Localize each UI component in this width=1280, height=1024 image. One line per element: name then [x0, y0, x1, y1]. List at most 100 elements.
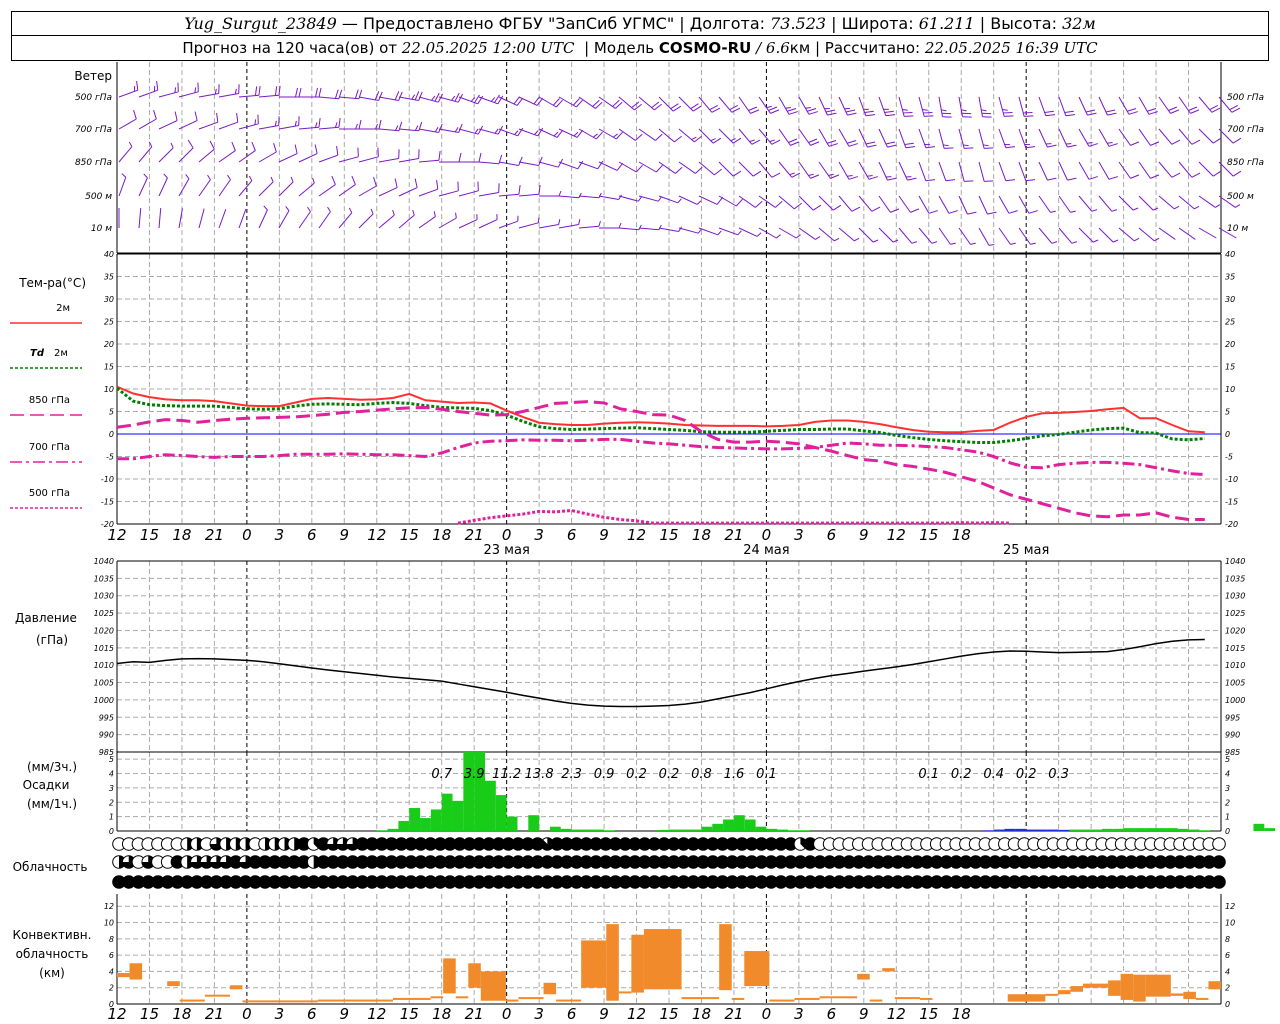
wind-barb	[1038, 161, 1057, 181]
wind-barb	[398, 149, 420, 163]
wind-barb-feather	[214, 88, 217, 95]
wind-barb	[898, 96, 914, 117]
cloud-fill	[346, 875, 359, 889]
wind-barb	[1178, 227, 1196, 240]
wind-barb-feather	[612, 133, 618, 138]
precip-total-label: 0.2	[626, 767, 647, 782]
wind-barb-feather	[216, 112, 219, 123]
cloud-fill	[1125, 855, 1138, 869]
wind-barb-feather	[451, 95, 456, 101]
wind-barb	[378, 178, 398, 197]
cloud-fill	[862, 855, 875, 869]
wind-barb	[778, 195, 802, 210]
wind-barb	[1218, 195, 1241, 208]
wind-barb	[438, 181, 459, 197]
cloud-fill	[1037, 875, 1051, 889]
wind-barb	[958, 195, 977, 215]
cloud-fill	[443, 855, 457, 869]
cloud-fill	[531, 855, 544, 869]
cloud-fill	[862, 875, 875, 889]
time-tick-label: 15	[140, 526, 159, 544]
cloud-symbol	[297, 837, 311, 851]
cloud-fill	[1134, 875, 1148, 889]
cloud-fill	[239, 875, 252, 889]
wind-barb	[158, 82, 179, 98]
time-tick-label: 21	[465, 526, 484, 544]
cloud-fill	[755, 855, 768, 869]
precip-bar	[777, 829, 789, 831]
wind-barb	[278, 176, 294, 197]
precip-total-label: 0.1	[918, 767, 939, 782]
wind-barb-staff	[658, 195, 678, 204]
wind-barb	[299, 87, 322, 98]
precip-bar	[701, 826, 713, 831]
cloud-symbol	[803, 855, 817, 869]
wind-barb-feather	[847, 175, 853, 177]
wind-barb-feather	[1190, 109, 1200, 114]
cloud-fill	[336, 837, 350, 851]
cloud-symbol	[141, 855, 156, 869]
wind-barb-feather	[1105, 109, 1116, 113]
conv-bar	[719, 924, 732, 991]
wind-barb-feather	[749, 139, 755, 143]
wind-barb-feather	[595, 131, 603, 140]
cloud-symbol	[1007, 855, 1022, 869]
y-tick-label: 1025	[1225, 609, 1245, 618]
cloud-fill	[833, 875, 846, 889]
wind-barb-feather	[1065, 114, 1076, 117]
wind-barb	[638, 224, 662, 231]
cloud-symbol	[229, 855, 243, 869]
cloud-fill	[716, 855, 729, 869]
wind-barb	[658, 161, 683, 174]
wind-barb-feather	[592, 133, 598, 138]
y-tick-label: 1010	[94, 661, 114, 670]
wind-barb	[658, 96, 682, 112]
precip-total-label: 0.1	[756, 767, 777, 782]
time-tick-label: 18	[432, 1005, 451, 1023]
wind-barb	[1058, 161, 1077, 181]
time-tick-label: 18	[432, 526, 451, 544]
y-tick-label: 0	[1225, 430, 1230, 439]
cloud-fill	[404, 875, 418, 889]
wind-barb	[238, 175, 253, 197]
wind-barb-feather	[497, 125, 504, 135]
wind-barb-staff	[1138, 161, 1151, 179]
cloud-symbol	[248, 855, 263, 869]
precip-bar	[798, 830, 810, 831]
wind-barb-staff	[1178, 195, 1195, 210]
legend-entry: Td 2м	[10, 348, 82, 369]
wind-barb-staff	[438, 217, 457, 229]
wind-barb-feather	[478, 152, 482, 163]
wind-barb	[1118, 128, 1140, 146]
wind-barb-staff	[338, 184, 356, 197]
cloud-fill	[959, 875, 973, 889]
cloud-symbol	[959, 855, 973, 869]
wind-barb	[278, 144, 298, 163]
wind-barb-feather	[1209, 104, 1219, 111]
wind-barb	[1078, 195, 1098, 212]
wind-barb-staff	[198, 179, 211, 197]
wind-barb-feather	[556, 129, 564, 138]
wind-barb-staff	[218, 121, 238, 130]
cloud-fill	[210, 875, 223, 889]
precip-bar	[1253, 823, 1265, 831]
wind-barb-staff	[1158, 227, 1176, 240]
precip-bar	[744, 819, 756, 831]
cloud-fill	[979, 855, 992, 869]
cloud-fill	[1164, 855, 1177, 869]
cloud-symbol	[589, 855, 603, 869]
wind-barb-feather	[854, 237, 860, 242]
wind-barb-feather	[254, 119, 257, 125]
cloud-symbol	[413, 875, 428, 889]
precip-label-2: Осадки	[23, 778, 70, 792]
y-tick-label: -15	[1225, 498, 1238, 507]
wind-barb-feather	[1030, 242, 1036, 245]
wind-barb-feather	[314, 122, 318, 128]
cloud-fill	[891, 855, 905, 869]
wind-barb-feather	[514, 130, 519, 135]
wind-barb-feather	[812, 204, 822, 211]
cloud-fill	[1115, 875, 1128, 889]
cloud-fill	[716, 875, 729, 889]
wind-barb-feather	[454, 127, 459, 133]
wind-barb-staff	[198, 121, 218, 130]
